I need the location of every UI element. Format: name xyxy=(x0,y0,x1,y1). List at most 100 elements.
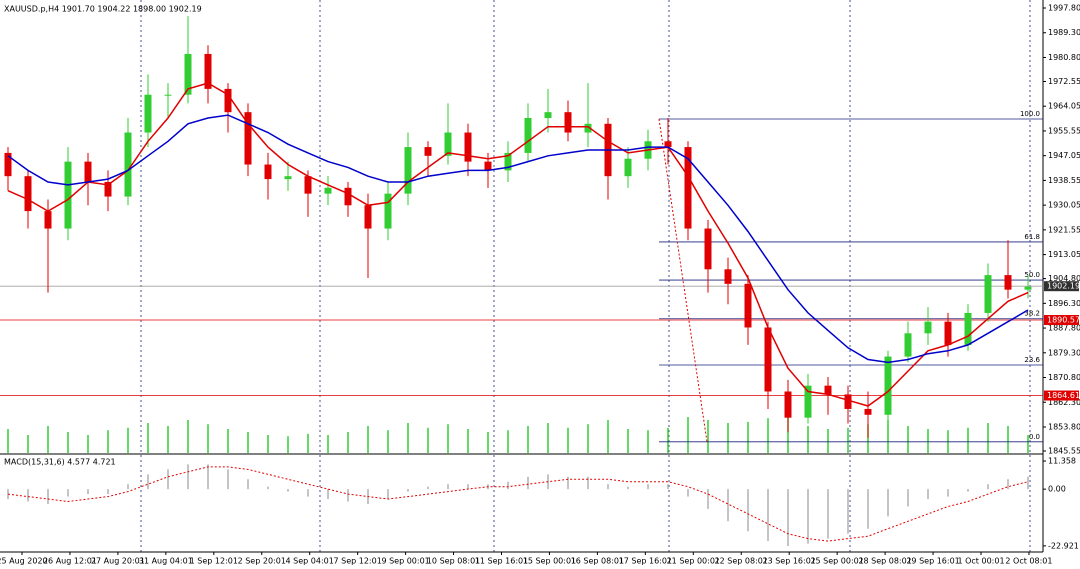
x-tick-label: 26 Aug 12:01 xyxy=(43,557,97,566)
x-tick-label: 15 Sep 00:01 xyxy=(523,557,576,566)
x-tick-label: 7 Sep 12:01 xyxy=(333,557,381,566)
candle-body xyxy=(824,385,832,395)
price-box-label: 1864.61 xyxy=(1047,391,1080,400)
candle-body xyxy=(904,333,912,357)
candle-body xyxy=(864,408,872,415)
candle-body xyxy=(484,161,492,171)
fib-label: 38.2 xyxy=(1024,310,1040,318)
x-tick-label: 28 Sep 08:01 xyxy=(858,557,911,566)
x-tick-label: 2 Sep 20:01 xyxy=(238,557,286,566)
y-tick-label: 1997.80 xyxy=(1048,4,1080,13)
x-tick-label: 1 Oct 00:01 xyxy=(957,557,1004,566)
candle-body xyxy=(744,283,752,328)
candle-body xyxy=(944,321,952,345)
candle-body xyxy=(124,132,132,197)
candle-body xyxy=(304,176,312,194)
candle-body xyxy=(164,94,172,96)
x-tick-label: 17 Sep 16:01 xyxy=(619,557,672,566)
y-tick-label: 1964.05 xyxy=(1048,102,1080,111)
y-tick-label: 1913.05 xyxy=(1048,250,1080,259)
price-box-label: 1890.57 xyxy=(1047,316,1080,325)
y-tick-label: 1845.55 xyxy=(1048,446,1080,455)
price-box-label: 1902.19 xyxy=(1047,282,1080,291)
fib-label: 50.0 xyxy=(1024,271,1040,279)
candle-body xyxy=(444,132,452,156)
x-tick-label: 25 Aug 2020 xyxy=(0,557,48,566)
period-separators xyxy=(140,0,1031,552)
x-tick-label: 21 Sep 00:01 xyxy=(667,557,720,566)
y-tick-label: 1989.30 xyxy=(1048,28,1080,37)
candle-body xyxy=(464,132,472,162)
price-box xyxy=(1044,315,1079,326)
candle-body xyxy=(524,117,532,153)
candle-body xyxy=(844,394,852,409)
y-tick-label: 1972.55 xyxy=(1048,77,1080,86)
y-tick-label: 1870.80 xyxy=(1048,373,1080,382)
candle-body xyxy=(804,385,812,418)
x-tick-label: 31 Aug 04:01 xyxy=(139,557,193,566)
x-tick-label: 1 Sep 12:01 xyxy=(190,557,238,566)
price-box xyxy=(1044,281,1079,292)
fib-label: 23.6 xyxy=(1024,356,1040,364)
x-tick-label: 4 Sep 04:01 xyxy=(286,557,334,566)
candle-body xyxy=(84,161,92,182)
y-tick-label: 1947.05 xyxy=(1048,151,1080,160)
candle-body xyxy=(1024,286,1032,290)
x-tick-label: 29 Sep 16:01 xyxy=(906,557,959,566)
candle-body xyxy=(984,275,992,313)
candle-body xyxy=(284,176,292,180)
macd-tick-label: 0.00 xyxy=(1048,485,1066,494)
candle-body xyxy=(724,269,732,284)
x-tick-label: 10 Sep 08:01 xyxy=(427,557,480,566)
candle-body xyxy=(384,193,392,229)
candle-body xyxy=(564,112,572,133)
fib-label: 0.0 xyxy=(1029,433,1040,441)
candle-body xyxy=(144,94,152,133)
candle-body xyxy=(264,164,272,180)
moving-average xyxy=(7,114,1029,364)
candle-body xyxy=(584,123,592,133)
candle-body xyxy=(924,321,932,334)
candle-body xyxy=(364,205,372,229)
candle-body xyxy=(24,176,32,212)
y-tick-label: 1887.80 xyxy=(1048,324,1080,333)
candle-body xyxy=(884,356,892,415)
candle-body xyxy=(184,53,192,95)
y-tick-label: 1853.80 xyxy=(1048,422,1080,431)
y-tick-label: 1879.30 xyxy=(1048,348,1080,357)
candle-body xyxy=(404,147,412,194)
fib-label: 61.8 xyxy=(1024,233,1040,241)
candle-body xyxy=(1004,275,1012,290)
x-tick-label: 22 Sep 08:01 xyxy=(715,557,768,566)
x-tick-label: 9 Sep 00:01 xyxy=(381,557,429,566)
macd-signal xyxy=(7,466,1029,542)
y-tick-label: 1862.30 xyxy=(1048,398,1080,407)
y-tick-label: 1921.55 xyxy=(1048,225,1080,234)
x-tick-label: 11 Sep 16:01 xyxy=(475,557,528,566)
candle-body xyxy=(244,112,252,165)
x-tick-label: 16 Sep 08:01 xyxy=(571,557,624,566)
x-tick-label: 25 Sep 00:01 xyxy=(810,557,863,566)
y-tick-label: 1938.55 xyxy=(1048,176,1080,185)
candle-body xyxy=(964,312,972,345)
y-tick-label: 1930.05 xyxy=(1048,201,1080,210)
x-tick-label: 2 Oct 08:01 xyxy=(1005,557,1052,566)
x-tick-label: 27 Aug 20:01 xyxy=(91,557,145,566)
candle-body xyxy=(504,152,512,171)
fib-label: 100.0 xyxy=(1020,110,1040,118)
macd-tick-label: -22.921 xyxy=(1048,541,1079,550)
candle-body xyxy=(684,147,692,229)
candle-body xyxy=(204,53,212,89)
candle-body xyxy=(224,88,232,113)
candle-body xyxy=(4,152,12,177)
candle-body xyxy=(784,391,792,418)
candle-body xyxy=(44,211,52,229)
x-tick-label: 23 Sep 16:01 xyxy=(762,557,815,566)
macd-header: MACD(15,31,6) 4.577 4.721 xyxy=(4,458,116,467)
y-tick-label: 1980.80 xyxy=(1048,53,1080,62)
candle-body xyxy=(344,187,352,206)
candle-body xyxy=(624,158,632,177)
candle-body xyxy=(664,141,672,148)
